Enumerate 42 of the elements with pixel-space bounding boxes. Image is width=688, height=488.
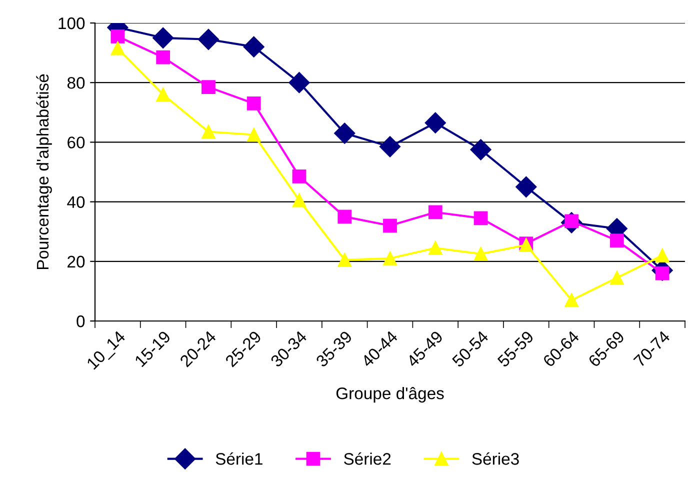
- point: [110, 29, 125, 44]
- point: [610, 270, 624, 285]
- point: [152, 27, 174, 48]
- point: [243, 36, 264, 58]
- point: [428, 241, 442, 255]
- point: [383, 218, 397, 233]
- point: [338, 252, 352, 267]
- legend-label: Série1: [216, 452, 262, 465]
- point: [655, 248, 670, 262]
- point: [516, 176, 537, 198]
- point: [610, 234, 624, 248]
- y-tick-label: 20: [68, 256, 85, 268]
- y-tick-label: 0: [76, 315, 85, 328]
- point: [428, 205, 442, 220]
- point: [246, 96, 261, 110]
- y-tick-label: 40: [67, 196, 85, 208]
- point: [110, 41, 125, 56]
- point: [202, 80, 216, 94]
- point: [383, 251, 397, 266]
- point: [246, 128, 261, 142]
- point: [474, 247, 488, 261]
- point: [334, 122, 356, 144]
- point: [474, 211, 488, 226]
- legend-label: Série2: [344, 452, 391, 465]
- y-tick-label: 60: [68, 136, 85, 148]
- point: [202, 124, 216, 139]
- point: [338, 210, 352, 224]
- point: [424, 112, 446, 134]
- point: [198, 28, 219, 50]
- point: [379, 136, 401, 158]
- point: [292, 170, 306, 184]
- point: [156, 50, 170, 64]
- point: [288, 72, 310, 94]
- y-axis-title: Pourcentage d'alphabétisé: [36, 74, 52, 270]
- y-tick-label: 100: [58, 17, 85, 30]
- point: [292, 193, 306, 208]
- x-axis-title: Groupe d'âges: [336, 386, 444, 403]
- point: [156, 88, 170, 102]
- y-tick-label: 80: [67, 77, 85, 89]
- point: [470, 139, 492, 160]
- legend-label: Série3: [472, 452, 519, 465]
- point: [564, 293, 578, 308]
